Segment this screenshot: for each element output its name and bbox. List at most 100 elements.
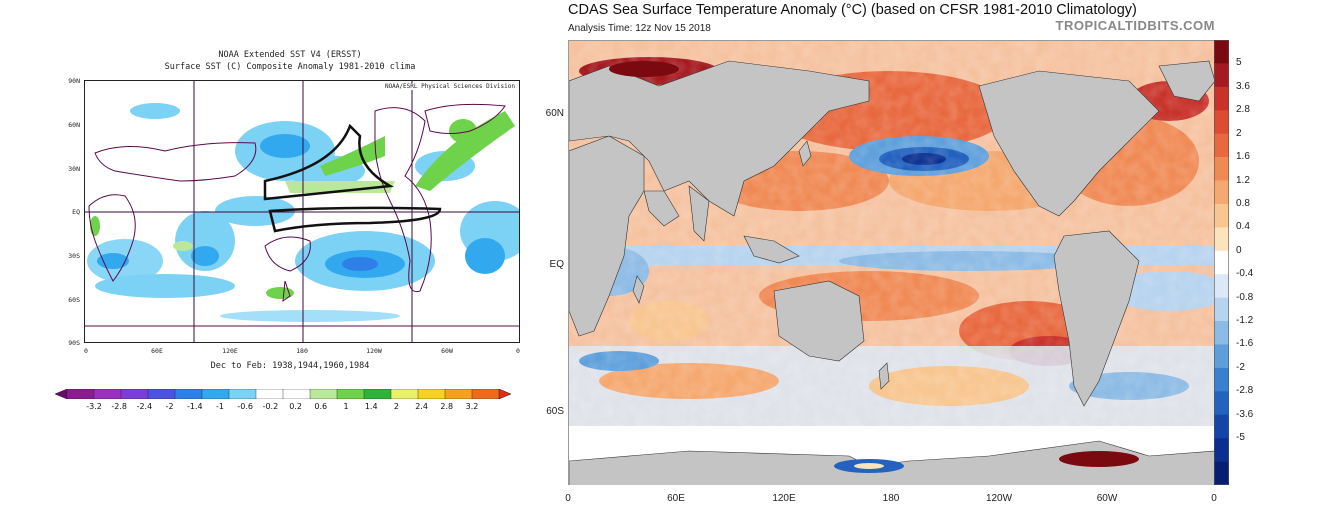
cdas-sst-panel: CDAS Sea Surface Temperature Anomaly (°C… [546,0,1325,512]
left-lon-label: 120W [366,347,382,355]
colorbar-swatch [1214,414,1229,439]
ersst-credit-label: NOAA/ESRL Physical Sciences Division [384,83,515,90]
cdas-ross-sea-anomaly [609,61,1139,473]
colorbar-tick-label: -0.6 [237,402,253,411]
colorbar-swatch [228,389,257,399]
colorbar-tick-label: -2.4 [136,402,153,411]
right-lon-label: 180 [882,493,900,504]
ersst-colorbar [55,389,511,399]
cdas-colorbar [1214,40,1229,485]
colorbar-swatch [93,389,122,399]
colorbar-swatch [1214,274,1229,298]
colorbar-swatch [1214,133,1229,158]
cdas-analysis-time: Analysis Time: 12z Nov 15 2018 [568,23,711,34]
colorbar-tick-label: 3.6 [1236,80,1250,92]
ersst-grid [85,81,519,342]
cdas-title: CDAS Sea Surface Temperature Anomaly (°C… [568,2,1137,18]
left-lon-label: 180 [296,347,308,355]
right-lon-label: 120W [985,493,1013,504]
colorbar-swatch [1214,157,1229,181]
ersst-anomaly-map: NOAA/ESRL Physical Sciences Division [84,80,520,343]
tropicaltidbits-watermark: TROPICALTIDBITS.COM [1055,18,1215,33]
colorbar-tick-label: -3.6 [1236,408,1254,420]
left-lat-label: 30N [68,165,80,173]
colorbar-swatch [66,389,95,399]
colorbar-swatch [174,389,203,399]
colorbar-tick-label: 2 [1236,127,1242,139]
colorbar-tick-label: 2.4 [415,402,428,411]
left-lon-label: 60E [151,347,163,355]
colorbar-tick-label: -2.8 [111,402,127,411]
ersst-title-line1: NOAA Extended SST V4 (ERSST) [218,50,362,60]
colorbar-tick-label: 3.2 [465,402,479,411]
ersst-title-line2: Surface SST (C) Composite Anomaly 1981-2… [164,62,416,72]
colorbar-swatch [120,389,149,399]
colorbar-tick-label: 2 [393,402,399,411]
colorbar-swatch [417,389,446,399]
colorbar-tick-label: 0.2 [289,402,302,411]
left-lat-label: 90S [68,339,80,347]
colorbar-tick-label: 1.4 [364,402,378,411]
colorbar-tick-label: -0.4 [1236,268,1254,280]
colorbar-swatch [471,389,500,399]
ersst-years-caption: Dec to Feb: 1938,1944,1960,1984 [210,361,370,371]
cdas-anomaly-map [568,40,1214,485]
left-lon-label: 120E [222,347,238,355]
colorbar-swatch [444,389,473,399]
colorbar-tick-label: 2.8 [440,402,454,411]
left-lat-label: EQ [72,208,80,216]
colorbar-swatch [147,389,176,399]
colorbar-tick-label: -0.2 [262,402,279,411]
left-lon-label: 60W [441,347,453,355]
colorbar-swatch [1214,110,1229,134]
right-lon-label: 0 [1211,493,1217,504]
right-lat-label: 60S [546,406,564,417]
colorbar-swatch [363,389,392,399]
colorbar-swatch [282,389,311,399]
colorbar-swatch [1214,297,1229,322]
colorbar-swatch [255,389,284,399]
colorbar-border [1214,40,1229,485]
right-lon-label: 0 [565,493,571,504]
colorbar-swatch [1214,344,1229,369]
colorbar-tick-label: -1.4 [186,402,203,411]
colorbar-swatch [1214,180,1229,205]
colorbar-tick-label: 5 [1236,57,1242,69]
right-lon-label: 60E [667,493,685,504]
colorbar-tick-label: 1 [343,402,349,411]
colorbar-tick-label: -1 [216,402,224,411]
colorbar-swatch [1214,227,1229,252]
left-lat-label: 30S [68,252,80,260]
right-lon-label: 120E [772,493,796,504]
colorbar-swatch [1214,438,1229,462]
colorbar-tick-label: -2 [165,402,174,411]
colorbar-tick-label: -5 [1236,432,1245,444]
colorbar-tick-label: -1.2 [1236,315,1254,327]
cdas-map-svg [569,41,1214,485]
ersst-warm-anomalies [90,111,515,299]
colorbar-swatch [1214,63,1229,88]
ersst-composite-region-outlines [263,123,442,233]
colorbar-swatch [1214,40,1229,64]
colorbar-swatch [390,389,419,399]
right-lat-label: 60N [545,108,564,119]
left-lon-label: 0 [84,347,88,355]
colorbar-swatch [1214,391,1229,416]
colorbar-max-arrow [498,389,511,399]
colorbar-tick-label: -2 [1236,361,1245,373]
left-lat-label: 90N [68,77,80,85]
ersst-map-svg [85,81,519,342]
colorbar-tick-label: 0 [1236,244,1242,256]
colorbar-tick-label: 2.8 [1236,104,1250,116]
colorbar-swatch [201,389,230,399]
colorbar-min-arrow [55,389,68,399]
colorbar-tick-label: 0.4 [1236,221,1250,233]
colorbar-tick-label: 0.8 [1236,197,1250,209]
colorbar-swatch [1214,367,1229,392]
colorbar-swatch [1214,203,1229,228]
right-lat-label: EQ [549,259,564,270]
colorbar-swatch [1214,86,1229,111]
left-lat-label: 60N [68,121,80,129]
colorbar-tick-label: 0.6 [314,402,328,411]
left-lon-label: 0 [516,347,520,355]
